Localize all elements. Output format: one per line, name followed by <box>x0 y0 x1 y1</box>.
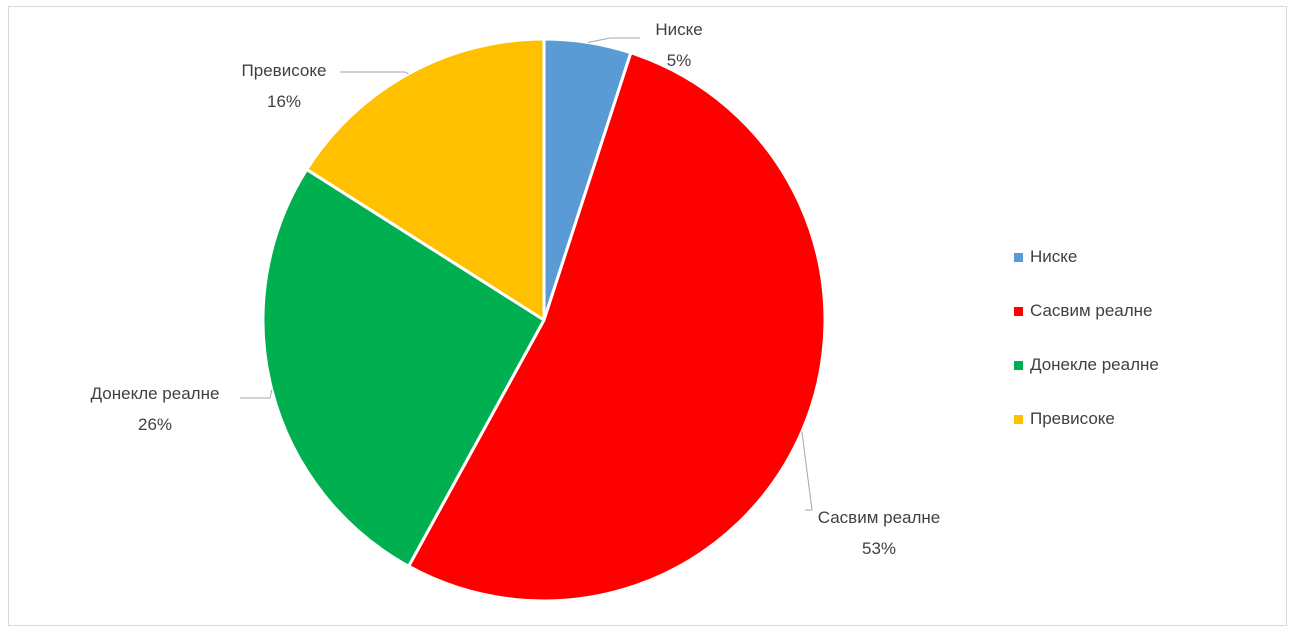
legend-item-donekle-realne: Донекле реалне <box>1014 338 1159 392</box>
leader-lines <box>240 37 813 511</box>
leader-line-niske <box>587 37 640 43</box>
legend-label-donekle-realne: Донекле реалне <box>1030 355 1159 374</box>
data-label-value-1: 53% <box>862 539 896 558</box>
chart-legend: Ниске Сасвим реалне Донекле реалне Преви… <box>1014 230 1159 446</box>
legend-label-sasvim-realne: Сасвим реалне <box>1030 301 1153 320</box>
legend-item-sasvim-realne: Сасвим реалне <box>1014 284 1159 338</box>
data-label-value-0: 5% <box>667 51 692 70</box>
legend-label-niske: Ниске <box>1030 247 1078 266</box>
pie-slice-sasvim-realne <box>407 51 827 603</box>
legend-swatch-previsoke <box>1014 414 1023 424</box>
pie-slices <box>261 37 827 603</box>
data-label-name-0: Ниске <box>655 20 702 39</box>
leader-line-previsoke <box>340 71 409 75</box>
leader-line-sasvim-realne <box>801 431 813 511</box>
pie-slice-previsoke <box>305 37 546 322</box>
leader-line-donekle-realne <box>240 389 273 399</box>
data-label-value-2: 26% <box>138 415 172 434</box>
data-label-name-2: Донекле реалне <box>91 384 220 403</box>
legend-item-niske: Ниске <box>1014 230 1159 284</box>
legend-swatch-donekle-realne <box>1014 360 1023 370</box>
data-label-value-3: 16% <box>267 92 301 111</box>
legend-item-previsoke: Превисоке <box>1014 392 1159 446</box>
data-label-name-1: Сасвим реалне <box>818 508 941 527</box>
legend-swatch-sasvim-realne <box>1014 306 1023 316</box>
data-label-name-3: Превисоке <box>242 61 327 80</box>
legend-label-previsoke: Превисоке <box>1030 409 1115 428</box>
legend-swatch-niske <box>1014 252 1023 262</box>
pie-slice-donekle-realne <box>261 167 546 568</box>
